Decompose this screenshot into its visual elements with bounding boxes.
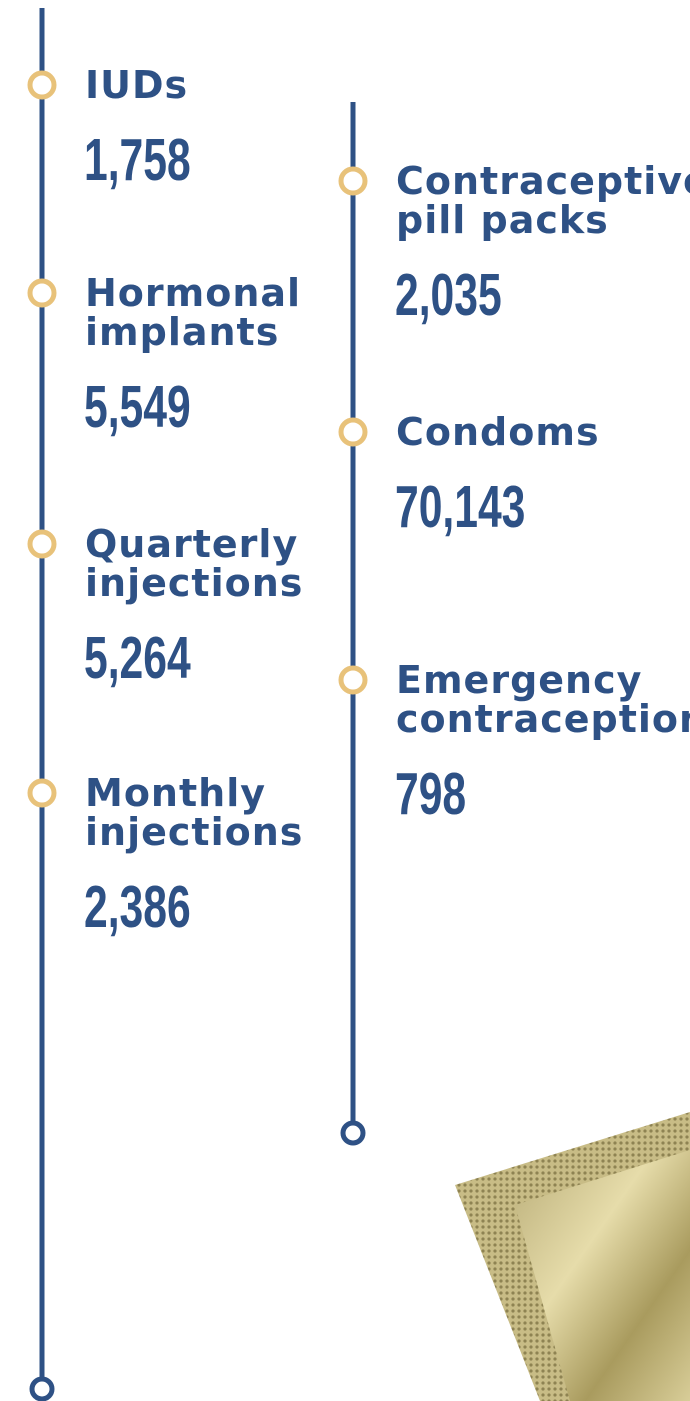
timeline-node	[341, 420, 365, 444]
item-label: Contraceptive	[396, 159, 690, 203]
timeline-end	[343, 1123, 363, 1143]
timeline-node	[341, 169, 365, 193]
timeline-node	[341, 668, 365, 692]
item-label: injections	[85, 561, 303, 605]
item-label: Condoms	[396, 410, 600, 454]
item-label: contraception	[396, 697, 690, 741]
item-label: injections	[85, 810, 303, 854]
condom-wrapper	[455, 1112, 690, 1401]
timeline-node	[30, 281, 54, 305]
item-value: 2,035	[395, 262, 502, 329]
item-value: 798	[395, 761, 466, 828]
item-label: Monthly	[85, 771, 266, 815]
item-label: Quarterly	[85, 522, 298, 566]
item-label: pill packs	[396, 198, 609, 242]
item-value: 5,264	[84, 625, 191, 692]
item-label: IUDs	[85, 63, 188, 107]
items: IUDs1,758Hormonalimplants5,549Quarterlyi…	[30, 63, 690, 941]
item-value: 1,758	[84, 127, 191, 194]
item-label: implants	[85, 310, 279, 354]
timeline-end	[32, 1379, 52, 1399]
timeline-node	[30, 532, 54, 556]
item-value: 5,549	[84, 374, 191, 441]
item-label: Emergency	[396, 658, 642, 702]
item-value: 70,143	[395, 474, 525, 541]
item-value: 2,386	[84, 874, 191, 941]
page: IUDs1,758Hormonalimplants5,549Quarterlyi…	[0, 0, 690, 1401]
timeline-node	[30, 73, 54, 97]
timeline-node	[30, 781, 54, 805]
item-label: Hormonal	[85, 271, 301, 315]
